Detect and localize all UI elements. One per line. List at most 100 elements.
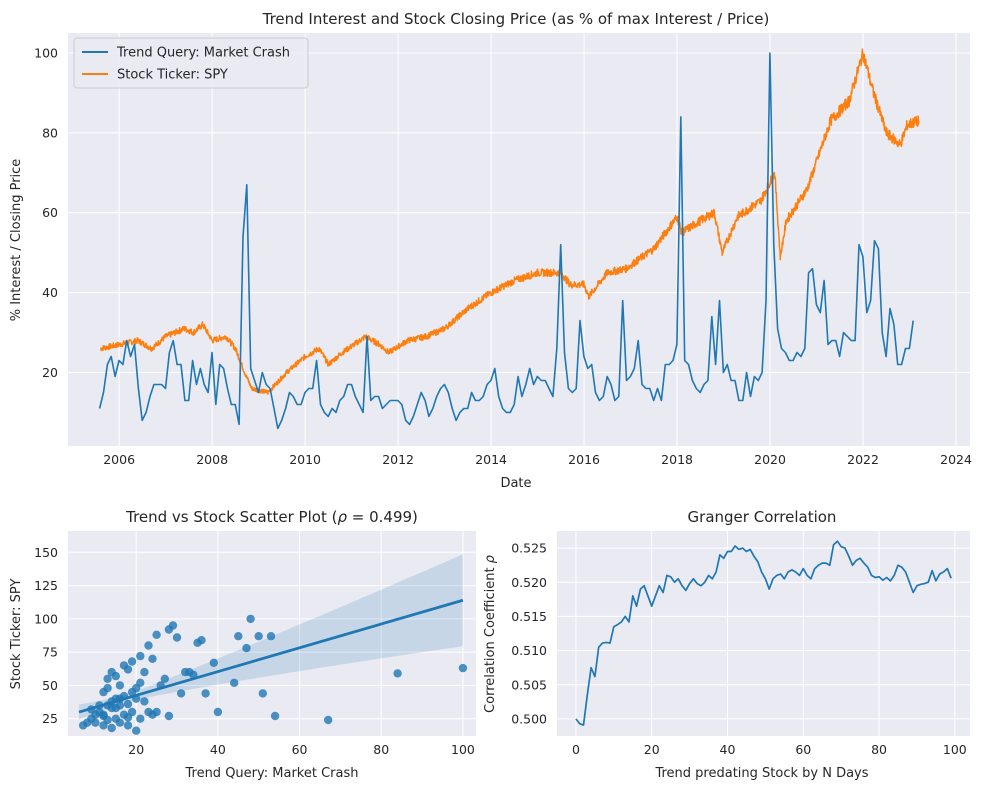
- y-tick-label: 125: [34, 578, 58, 593]
- scatter-point: [115, 681, 125, 690]
- scatter-point: [270, 711, 280, 721]
- x-tick-label: 80: [373, 742, 389, 757]
- scatter-point: [127, 657, 137, 666]
- scatter-plot: 20 40 60 80 100 25 50 75 100 125 150 Trend vs Stoc…: [9, 508, 476, 781]
- y-tick-label: 100: [34, 611, 58, 626]
- x-tick-label: 2018: [661, 452, 693, 467]
- ylabel-prefix: Correlation Coefficient: [483, 563, 498, 713]
- series-line-stock: [99, 48, 920, 395]
- scatter-point: [148, 654, 157, 663]
- y-axis-label: Stock Ticker: SPY: [9, 579, 24, 690]
- scatter-point: [123, 713, 133, 722]
- title-suffix: = 0.499): [347, 508, 418, 526]
- series-lines: [98, 48, 920, 430]
- tick-labels: 0 20 40 60 80 100 0.500 0.505 0.510 0.515 0.520 0.5…: [511, 541, 967, 757]
- title-rho: ρ: [337, 508, 347, 526]
- y-tick-label: 80: [42, 125, 58, 140]
- scatter-point: [254, 632, 263, 641]
- scatter-point: [136, 678, 145, 687]
- x-tick-label: 0: [572, 742, 580, 757]
- scatter-point: [324, 715, 333, 725]
- series-line: [575, 540, 952, 726]
- x-tick-label: 40: [210, 742, 226, 757]
- x-tick-label: 100: [451, 742, 475, 757]
- scatter-point: [458, 663, 468, 673]
- plot-background: [557, 531, 970, 736]
- scatter-point: [176, 689, 186, 698]
- scatter-point: [230, 678, 239, 687]
- gridlines: [68, 531, 476, 736]
- scatter-point: [119, 661, 129, 670]
- legend-label-stock: Stock Ticker: SPY: [117, 68, 228, 83]
- y-tick-label: 0.520: [511, 575, 547, 590]
- granger-correlation-chart: 0 20 40 60 80 100 0.500 0.505 0.510 0.515 0.520 0.5…: [483, 508, 970, 781]
- scatter-point: [78, 721, 88, 730]
- y-tick-label: 25: [42, 711, 58, 726]
- scatter-point: [148, 710, 157, 719]
- legend: Trend Query: Market Crash Stock Ticker: …: [73, 37, 309, 89]
- x-tick-label: 2020: [754, 452, 786, 467]
- tick-labels: 2006 2008 2010 2012 2014 2016 2018 2020 2022 2024…: [34, 45, 972, 467]
- regression-fit-line: [78, 598, 464, 714]
- y-axis-label: % Interest / Closing Price: [9, 159, 24, 322]
- x-axis-label: Trend predating Stock by N Days: [654, 766, 868, 781]
- scatter-point: [91, 718, 100, 727]
- x-tick-label: 2006: [103, 452, 135, 467]
- x-tick-label: 60: [292, 742, 308, 757]
- y-tick-label: 0.525: [511, 541, 547, 556]
- y-tick-label: 150: [34, 545, 58, 560]
- granger-series-line: [575, 540, 952, 726]
- x-tick-label: 2016: [568, 452, 600, 467]
- ylabel-rho: ρ: [483, 554, 498, 563]
- scatter-point: [197, 636, 206, 645]
- chart-title: Trend vs Stock Scatter Plot (ρ = 0.499): [125, 508, 418, 526]
- gridlines: [68, 33, 970, 446]
- scatter-point: [115, 718, 125, 727]
- scatter-point: [181, 667, 190, 677]
- scatter-point: [111, 671, 121, 681]
- y-tick-label: 0.505: [511, 677, 547, 692]
- y-tick-label: 0.500: [511, 711, 547, 726]
- x-tick-label: 2010: [289, 452, 321, 467]
- scatter-point: [201, 689, 210, 698]
- y-axis-label: Correlation Coefficient ρ: [483, 554, 498, 713]
- x-tick-label: 20: [644, 742, 660, 757]
- x-axis-label: Date: [500, 476, 531, 491]
- scatter-point: [103, 715, 112, 725]
- x-tick-label: 60: [795, 742, 811, 757]
- scatter-point: [107, 703, 116, 713]
- x-tick-label: 2024: [940, 452, 972, 467]
- scatter-points: [78, 614, 468, 735]
- x-tick-label: 40: [720, 742, 736, 757]
- regression-line: [78, 598, 464, 714]
- scatter-point: [103, 683, 112, 693]
- scatter-point: [103, 674, 112, 683]
- scatter-point: [115, 701, 125, 710]
- trend-stock-line-chart: 2006 2008 2010 2012 2014 2016 2018 2020 2022 2024…: [9, 10, 972, 491]
- y-tick-label: 0.510: [511, 643, 547, 658]
- x-tick-label: 2022: [847, 452, 879, 467]
- x-tick-label: 100: [943, 742, 967, 757]
- scatter-point: [140, 697, 149, 706]
- scatter-point: [136, 651, 145, 661]
- scatter-point: [213, 707, 223, 717]
- scatter-point: [107, 723, 116, 733]
- scatter-point: [144, 641, 153, 650]
- scatter-point: [123, 699, 133, 709]
- scatter-point: [393, 669, 402, 678]
- scatter-point: [172, 633, 182, 642]
- scatter-point: [168, 621, 178, 630]
- y-tick-label: 100: [34, 45, 58, 60]
- series-line-trend: [98, 52, 914, 430]
- scatter-point: [132, 726, 141, 735]
- scatter-point: [164, 711, 174, 721]
- legend-box: [73, 37, 309, 89]
- scatter-point: [136, 714, 145, 723]
- scatter-point: [140, 667, 149, 677]
- y-tick-label: 20: [42, 365, 58, 380]
- scatter-point: [234, 632, 243, 641]
- title-prefix: Trend vs Stock Scatter Plot (: [125, 508, 337, 526]
- y-tick-label: 60: [42, 205, 58, 220]
- y-tick-label: 50: [42, 678, 58, 693]
- chart-title: Granger Correlation: [688, 508, 837, 526]
